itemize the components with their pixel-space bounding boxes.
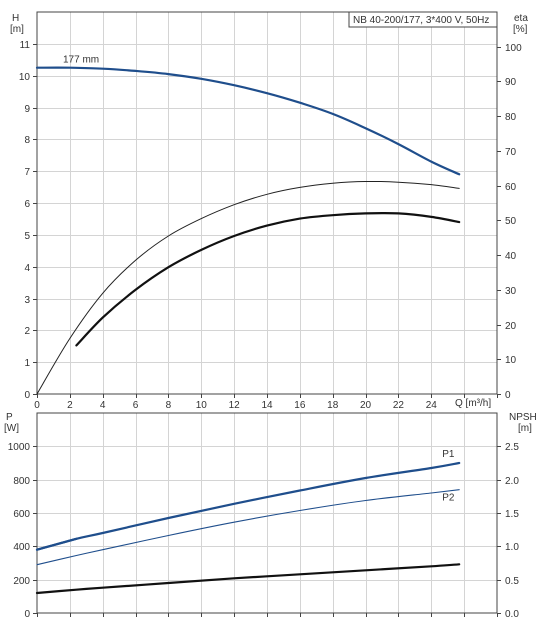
y-right-tick-label: 70 bbox=[505, 147, 517, 158]
series-line-0-2 bbox=[75, 211, 461, 347]
series-line-1-1 bbox=[35, 537, 78, 551]
y-right-tick-label: 40 bbox=[505, 251, 517, 262]
y-left-tick-label: 0 bbox=[24, 390, 30, 401]
y-right-tick-label: 0 bbox=[505, 390, 511, 401]
series-line-1-3 bbox=[35, 563, 461, 595]
series-line-1-0 bbox=[35, 461, 461, 551]
y-right-tick-label: 50 bbox=[505, 216, 517, 227]
y-left-tick-label: 3 bbox=[24, 295, 30, 306]
y-right-tick-label: 80 bbox=[505, 112, 517, 123]
y-right-label-line2: [%] bbox=[513, 24, 528, 35]
y-right-tick-label: 90 bbox=[505, 77, 517, 88]
series-label: 177 mm bbox=[63, 55, 99, 66]
y-left-tick-label: 10 bbox=[19, 72, 31, 83]
y-right-tick-label: 2.0 bbox=[505, 476, 519, 487]
y-left-tick-label: 200 bbox=[13, 576, 30, 587]
y-left-tick-label: 1 bbox=[24, 358, 30, 369]
top-series: 177 mm bbox=[35, 55, 461, 395]
x-tick-label: 6 bbox=[133, 400, 139, 411]
head-efficiency-panel: 0 2 4 6 8 10 12 14 16 18 20 22 240123456789101101020… bbox=[10, 11, 528, 411]
x-tick-label: 0 bbox=[34, 400, 40, 411]
y-left-tick-label: 6 bbox=[24, 199, 30, 210]
y-left-tick-label: 2 bbox=[24, 326, 30, 337]
y-left-tick-label: 9 bbox=[24, 104, 30, 115]
y-right-tick-label: 0.5 bbox=[505, 576, 519, 587]
x-tick-label: 2 bbox=[67, 400, 73, 411]
y-right-tick-label: 10 bbox=[505, 355, 517, 366]
y-left-label-line2: [m] bbox=[10, 24, 24, 35]
y-right-tick-label: 1.0 bbox=[505, 542, 519, 553]
y-right-tick-label: 1.5 bbox=[505, 509, 519, 520]
y-left-tick-label: 600 bbox=[13, 509, 30, 520]
chart-title: NB 40-200/177, 3*400 V, 50Hz bbox=[353, 15, 489, 26]
series-line-0-1 bbox=[36, 180, 460, 395]
series-line-1-2 bbox=[36, 489, 460, 566]
y-left-label-line2: [W] bbox=[4, 423, 19, 434]
bottom-ticks: 0 200 400 600 800 1000 0.0 0.5 1.0 1.5 2.0 2.5 bbox=[8, 442, 520, 620]
y-left-tick-label: 400 bbox=[13, 542, 30, 553]
x-tick-label: 10 bbox=[196, 400, 208, 411]
y-left-tick-label: 0 bbox=[24, 609, 30, 620]
bottom-grid bbox=[37, 413, 497, 613]
y-right-tick-label: 0.0 bbox=[505, 609, 519, 620]
top-ticks: 0 2 4 6 8 10 12 14 16 18 20 22 240123456789101101020… bbox=[19, 40, 522, 411]
series-label: P2 bbox=[442, 493, 455, 504]
y-left-tick-label: 11 bbox=[20, 40, 31, 51]
y-left-label-line1: H bbox=[12, 13, 19, 24]
y-right-tick-label: 30 bbox=[505, 286, 517, 297]
x-tick-label: 14 bbox=[261, 400, 273, 411]
y-left-tick-label: 1000 bbox=[8, 442, 31, 453]
y-right-label-line1: eta bbox=[514, 13, 528, 24]
title-box bbox=[348, 11, 498, 28]
bottom-series: P1 P2 bbox=[35, 449, 461, 595]
y-right-tick-label: 60 bbox=[505, 182, 517, 193]
x-tick-label: 18 bbox=[327, 400, 339, 411]
power-npsh-panel: 0 200 400 600 800 1000 0.0 0.5 1.0 1.5 2.0 2.5 P1 P2… bbox=[4, 412, 537, 620]
y-right-tick-label: 100 bbox=[505, 43, 522, 54]
x-axis-label: Q [m³/h] bbox=[455, 398, 491, 409]
y-left-tick-label: 5 bbox=[24, 231, 30, 242]
y-left-tick-label: 7 bbox=[24, 167, 30, 178]
series-label: P1 bbox=[442, 449, 455, 460]
series-line-0-0 bbox=[35, 66, 461, 176]
y-right-tick-label: 2.5 bbox=[505, 442, 519, 453]
y-left-tick-label: 4 bbox=[24, 263, 30, 274]
x-tick-label: 22 bbox=[393, 400, 405, 411]
x-tick-label: 24 bbox=[426, 400, 438, 411]
x-tick-label: 12 bbox=[229, 400, 241, 411]
x-tick-label: 4 bbox=[100, 400, 106, 411]
x-tick-label: 16 bbox=[294, 400, 306, 411]
y-right-label-line1: NPSH bbox=[509, 412, 537, 423]
y-right-label-line2: [m] bbox=[518, 423, 532, 434]
y-right-tick-label: 20 bbox=[505, 321, 517, 332]
y-left-label-line1: P bbox=[6, 412, 13, 423]
top-grid bbox=[37, 12, 497, 394]
y-left-tick-label: 8 bbox=[24, 135, 30, 146]
y-left-tick-label: 800 bbox=[13, 476, 30, 487]
x-tick-label: 20 bbox=[360, 400, 372, 411]
x-tick-label: 8 bbox=[166, 400, 172, 411]
